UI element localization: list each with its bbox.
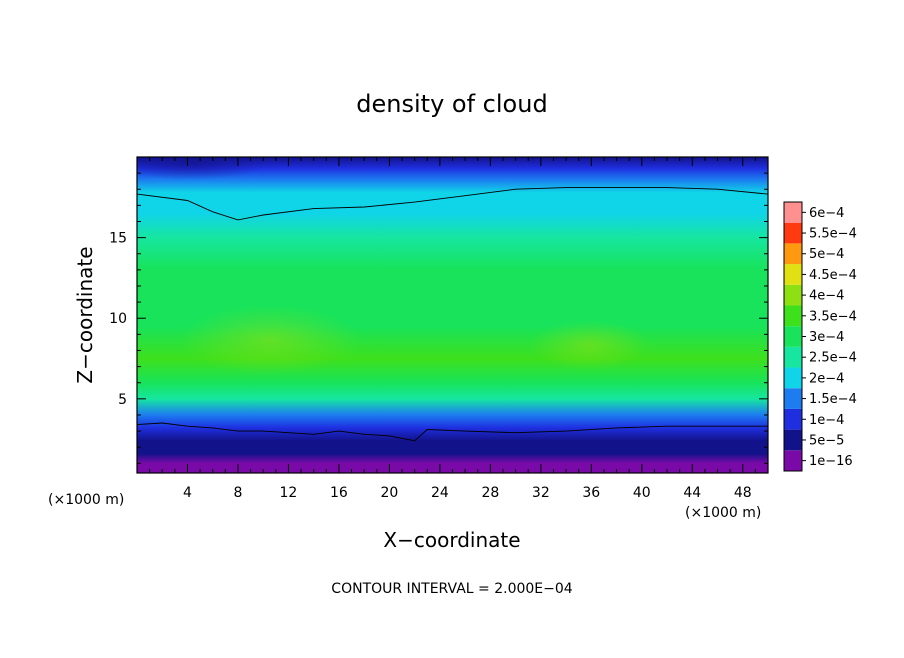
x-tick-label: 36 <box>582 485 600 501</box>
colorbar-swatch <box>784 305 802 327</box>
top-dark-region <box>137 157 270 180</box>
contour-line <box>137 187 768 221</box>
y-axis-ticks: 5 10 15 <box>109 172 768 464</box>
x-tick-label: 8 <box>233 485 242 501</box>
colorbar-label: 2.5e−4 <box>809 351 857 366</box>
colorbar-label: 1e−16 <box>809 454 853 469</box>
plot-area <box>137 157 768 473</box>
x-axis-unit: (×1000 m) <box>685 505 761 521</box>
colorbar-swatch <box>784 408 802 430</box>
colorbar-label: 5e−5 <box>809 433 844 448</box>
x-axis-label: X−coordinate <box>383 528 520 552</box>
density-blob-left <box>180 305 360 375</box>
colorbar-label: 1.5e−4 <box>809 392 857 407</box>
colorbar-swatch <box>784 346 802 368</box>
colorbar: 1e−16 5e−5 1e−4 1.5e−4 2e−4 2.5e−4 3e−4 3.5e−4 4… <box>783 201 857 472</box>
colorbar-swatch <box>784 326 802 347</box>
colorbar-label: 1e−4 <box>809 413 844 428</box>
density-blob-right <box>530 320 650 370</box>
colorbar-swatch <box>784 222 802 244</box>
x-tick-label: 40 <box>633 485 651 501</box>
colorbar-label: 3.5e−4 <box>809 309 857 324</box>
contour-line <box>137 422 768 442</box>
colorbar-label: 6e−4 <box>809 206 844 221</box>
x-tick-label: 44 <box>683 485 701 501</box>
y-tick-label: 15 <box>109 231 127 247</box>
colorbar-label: 3e−4 <box>809 330 844 345</box>
colorbar-label: 5.5e−4 <box>809 227 857 242</box>
colorbar-swatch <box>784 388 802 409</box>
colorbar-label: 4e−4 <box>809 289 844 304</box>
y-axis-label: Z−coordinate <box>73 246 97 383</box>
x-tick-label: 48 <box>734 485 752 501</box>
colorbar-label: 4.5e−4 <box>809 268 857 283</box>
colorbar-swatch <box>784 243 802 265</box>
colorbar-swatch <box>784 450 802 471</box>
x-tick-label: 4 <box>183 485 192 501</box>
colorbar-swatch <box>784 429 802 451</box>
x-tick-label: 24 <box>431 485 449 501</box>
contour-interval-note: CONTOUR INTERVAL = 2.000E−04 <box>331 581 572 597</box>
colorbar-label: 2e−4 <box>809 371 844 386</box>
colorbar-label: 5e−4 <box>809 247 844 262</box>
colorbar-swatch <box>784 264 802 285</box>
y-axis-unit: (×1000 m) <box>48 492 124 508</box>
x-tick-label: 12 <box>280 485 298 501</box>
colorbar-swatch <box>784 367 802 389</box>
y-tick-label: 5 <box>118 392 127 408</box>
x-axis-ticks: 4 8 12 16 20 24 28 32 36 40 44 48 <box>149 157 756 501</box>
x-tick-label: 32 <box>532 485 550 501</box>
x-tick-label: 20 <box>380 485 398 501</box>
x-tick-label: 16 <box>330 485 348 501</box>
colorbar-swatch <box>784 284 802 306</box>
contour-lines <box>137 187 768 442</box>
x-tick-label: 28 <box>481 485 499 501</box>
y-tick-label: 10 <box>109 311 127 327</box>
colorbar-swatch <box>784 202 802 223</box>
chart-title: density of cloud <box>356 90 547 118</box>
